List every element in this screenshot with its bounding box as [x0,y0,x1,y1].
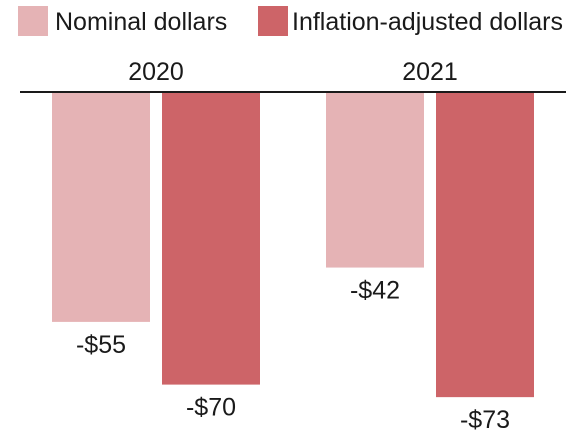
legend: Nominal dollars Inflation-adjusted dollar… [18,6,563,36]
bar-nominal-dollars-2020 [52,92,150,322]
value-labels: -$55 -$42 -$70 -$73 [76,277,510,430]
value-label-inflation-adjusted-dollars-2020: -$70 [186,394,236,422]
category-labels: 2020 2021 [128,58,458,86]
bar-inflation-adjusted-dollars-2020 [162,92,260,385]
value-label-inflation-adjusted-dollars-2021: -$73 [460,406,510,430]
bars [52,92,534,398]
category-label-2021: 2021 [402,58,458,86]
legend-swatch-nominal-dollars [18,6,48,36]
legend-label-inflation-adjusted-dollars: Inflation-adjusted dollars [292,8,563,36]
bar-nominal-dollars-2021 [326,92,424,268]
category-label-2020: 2020 [128,58,184,86]
legend-label-nominal-dollars: Nominal dollars [55,8,227,36]
value-label-nominal-dollars-2021: -$42 [350,277,400,305]
bar-inflation-adjusted-dollars-2021 [436,92,534,398]
value-label-nominal-dollars-2020: -$55 [76,331,126,359]
legend-swatch-inflation-adjusted-dollars [258,6,288,36]
